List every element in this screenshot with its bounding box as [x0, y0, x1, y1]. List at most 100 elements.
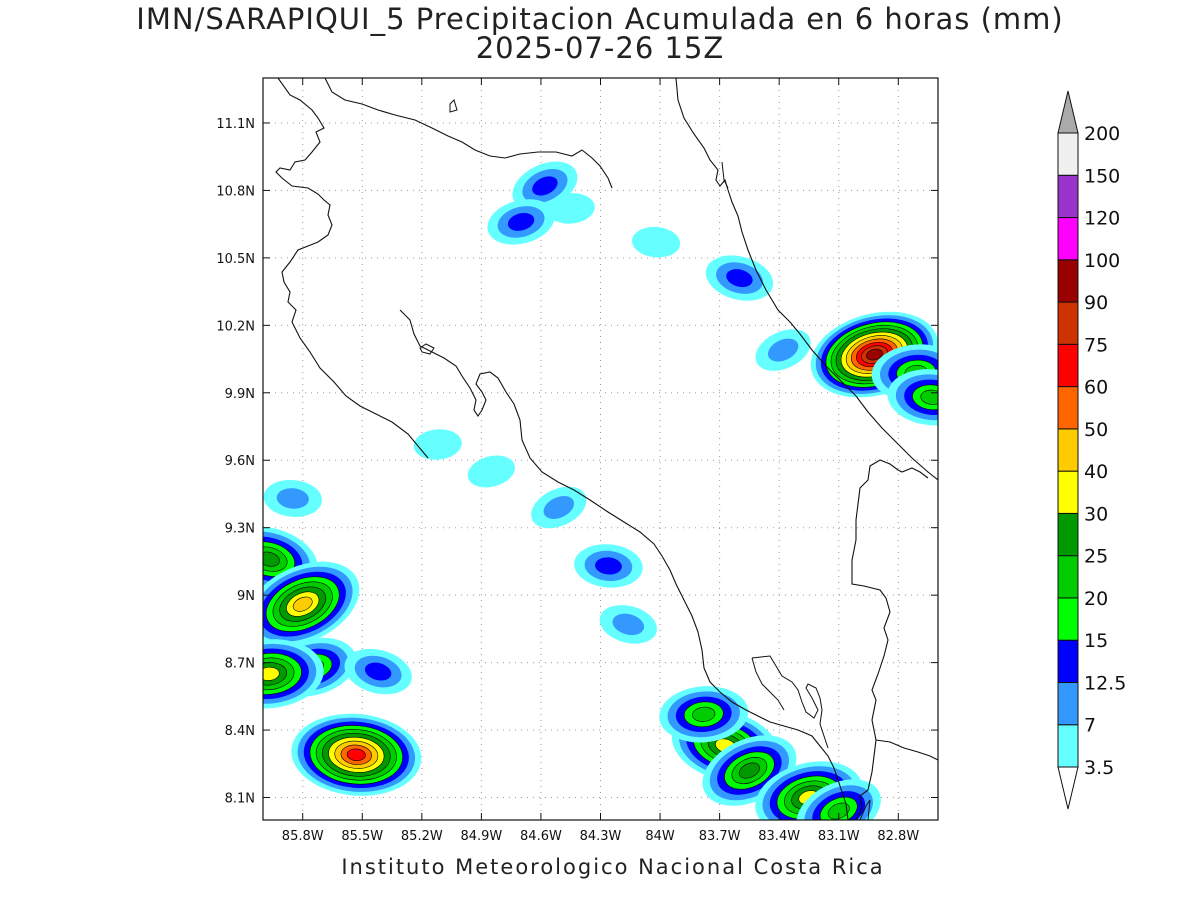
colorbar-level-label: 20: [1084, 588, 1108, 610]
precip-cell: [705, 255, 774, 301]
precip-contour: [292, 596, 313, 612]
y-tick-label: 9.9N: [225, 387, 255, 402]
x-tick-label: 83.7W: [699, 829, 741, 844]
y-tick-label: 10.2N: [216, 319, 255, 334]
colorbar-swatch: [1057, 217, 1079, 261]
colorbar-level-label: 12.5: [1084, 672, 1126, 694]
precip-contour: [726, 269, 753, 288]
x-tick-label: 85.5W: [341, 829, 383, 844]
latitude-axis: 8.1N 8.4N 8.7N 9N 9.3N 9.6N 9.9N 10.2N 10.5N 10.8…: [216, 117, 938, 807]
precip-contour: [738, 762, 760, 779]
colorbar-level-label: 15: [1084, 630, 1108, 652]
y-tick-label: 10.8N: [216, 184, 255, 199]
colorbar-swatch: [1057, 639, 1079, 683]
y-tick-label: 8.1N: [225, 792, 255, 807]
colorbar-swatch: [1057, 470, 1079, 514]
colorbar-swatch: [1057, 512, 1079, 557]
longitude-axis: 85.8W 85.5W 85.2W 84.9W 84.6W 84.3W 84W 83.7W 83…: [282, 78, 919, 844]
precip-contour: [413, 429, 462, 460]
precip-cell: [659, 686, 749, 743]
colorbar-swatch: [1057, 174, 1079, 219]
map-datetime: 2025-07-26 15Z: [475, 31, 725, 65]
precip-contour: [263, 666, 280, 681]
precip-contour: [632, 226, 681, 258]
precip-cell: [487, 199, 555, 245]
colorbar-swatch: [1057, 428, 1079, 472]
precip-cell: [887, 369, 938, 426]
precip-cell: [263, 479, 322, 517]
x-tick-label: 82.8W: [877, 829, 919, 844]
precip-cell: [263, 561, 360, 647]
colorbar-legend: 3.5 7 12.5 15 20 25 30 40 50 60 75 90 100 120 150 200: [1057, 90, 1126, 810]
precipitation-field: [263, 161, 938, 820]
x-tick-label: 84W: [645, 829, 675, 844]
colorbar-swatch: [1057, 343, 1079, 388]
precip-cell: [413, 429, 462, 460]
precip-cell: [531, 486, 587, 529]
colorbar-swatch: [1057, 386, 1079, 430]
colorbar-level-label: 7: [1084, 715, 1096, 737]
precip-cell: [291, 713, 422, 796]
colorbar-level-label: 40: [1084, 461, 1108, 483]
coastline-and-borders: [275, 78, 938, 820]
x-tick-label: 84.9W: [460, 829, 502, 844]
precip-contour: [546, 193, 595, 224]
precip-contour: [276, 488, 309, 509]
y-tick-label: 9.3N: [225, 522, 255, 537]
colorbar-level-label: 100: [1084, 250, 1120, 272]
precip-cell: [599, 605, 657, 644]
x-tick-label: 85.2W: [401, 829, 443, 844]
colorbar-swatch: [1057, 681, 1079, 726]
x-tick-label: 83.1W: [818, 829, 860, 844]
colorbar-level-label: 90: [1084, 292, 1108, 314]
colorbar-swatch: [1057, 132, 1079, 176]
colorbar-level-label: 3.5: [1084, 757, 1114, 779]
colorbar-level-label: 150: [1084, 165, 1120, 187]
institution-footer: Instituto Meteorologico Nacional Costa R…: [341, 855, 885, 879]
precip-contour: [346, 748, 366, 762]
colorbar-level-label: 120: [1084, 208, 1120, 230]
precip-cell: [467, 455, 515, 488]
y-tick-label: 9.6N: [225, 454, 255, 469]
precip-contour: [866, 348, 883, 361]
y-tick-label: 8.4N: [225, 724, 255, 739]
colorbar-swatch: [1057, 301, 1079, 345]
precip-contour: [364, 662, 392, 681]
colorbar-level-label: 50: [1084, 419, 1108, 441]
y-tick-label: 11.1N: [216, 117, 255, 132]
colorbar-swatch: [1057, 259, 1079, 303]
map-title: IMN/SARAPIQUI_5 Precipitacion Acumulada …: [136, 2, 1064, 36]
precip-contour: [543, 495, 575, 519]
precip-contour: [692, 706, 716, 722]
precip-cell: [546, 193, 595, 224]
precip-cell: [755, 329, 811, 371]
precip-cell: [574, 544, 643, 588]
colorbar-level-label: 75: [1084, 334, 1108, 356]
y-tick-label: 10.5N: [216, 252, 255, 267]
colorbar-swatch: [1057, 724, 1079, 768]
colorbar-level-label: 60: [1084, 377, 1108, 399]
precip-contour: [507, 212, 535, 231]
precip-contour: [467, 455, 515, 488]
x-tick-label: 83.4W: [758, 829, 800, 844]
precip-contour: [595, 557, 622, 575]
colorbar-level-label: 30: [1084, 503, 1108, 525]
x-tick-label: 84.6W: [520, 829, 562, 844]
colorbar-swatch: [1057, 597, 1079, 641]
precip-cell: [263, 639, 324, 709]
colorbar-swatch: [1057, 555, 1079, 599]
y-tick-label: 9N: [237, 589, 255, 604]
y-tick-label: 8.7N: [225, 657, 255, 672]
precip-contour: [612, 613, 645, 636]
x-tick-label: 84.3W: [580, 829, 622, 844]
precip-contour: [767, 338, 799, 362]
precip-contour: [263, 551, 280, 567]
colorbar-level-label: 200: [1084, 123, 1120, 145]
precip-cell: [632, 226, 681, 258]
colorbar-bottom-arrow: [1057, 766, 1079, 810]
colorbar-top-arrow: [1057, 90, 1079, 134]
precip-contour: [532, 176, 558, 196]
precip-cell: [702, 735, 797, 806]
colorbar-level-label: 25: [1084, 546, 1108, 568]
precip-cell: [344, 648, 412, 695]
